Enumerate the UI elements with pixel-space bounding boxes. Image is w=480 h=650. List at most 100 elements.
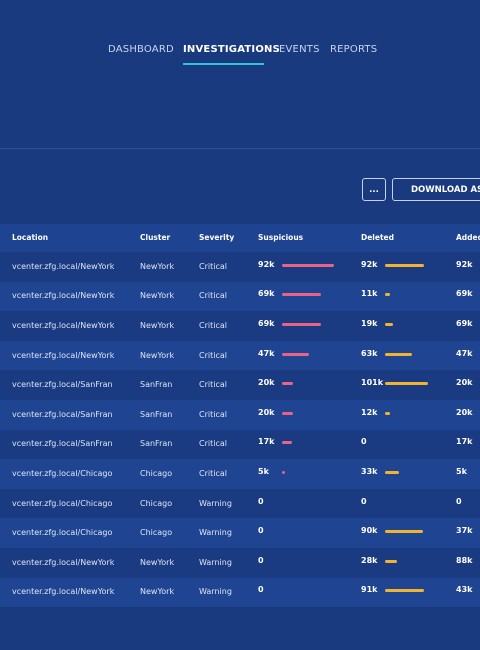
cell-number: 5k — [456, 467, 467, 476]
cell-text: vcenter.zfg.local/NewYork — [12, 321, 115, 330]
table-row — [0, 518, 480, 548]
cell-text: vcenter.zfg.local/Chicago — [12, 498, 113, 508]
cell-number: 92k — [258, 259, 275, 269]
cell-text: Warning — [199, 557, 232, 567]
cell-text: Chicago — [140, 469, 173, 478]
nav-item[interactable]: INVESTIGATIONS — [183, 44, 280, 55]
column-header: Cluster — [140, 233, 171, 242]
table-row — [0, 548, 480, 578]
download-button[interactable]: DOWNLOAD AS CSV — [392, 178, 480, 201]
cell-text: vcenter.zfg.local/NewYork — [12, 291, 115, 301]
cell-text: vcenter.zfg.local/SanFran — [12, 409, 113, 419]
mini-bar — [282, 411, 294, 415]
mini-bar — [385, 411, 391, 415]
cell-text: Critical — [199, 409, 227, 419]
cell-number: 69k — [456, 319, 473, 328]
cell-text: Critical — [199, 439, 227, 449]
column-header: Added — [456, 233, 480, 242]
mini-bar — [282, 441, 292, 445]
cell-text: NewYork — [140, 557, 175, 567]
cell-text: SanFran — [140, 409, 173, 419]
nav-item[interactable]: EVENTS — [279, 44, 320, 55]
table-row — [0, 311, 480, 341]
cell-text: SanFran — [140, 380, 173, 390]
cell-number: 20k — [258, 407, 275, 417]
cell-number: 92k — [456, 259, 473, 269]
column-header: Location — [12, 233, 49, 242]
table-row — [0, 488, 480, 519]
cell-number: 43k — [456, 585, 473, 595]
cell-text: Chicago — [140, 498, 173, 508]
cell-number: 0 — [258, 496, 264, 506]
active-indicator — [183, 63, 264, 65]
cell-text: Critical — [199, 469, 227, 478]
cell-number: 91k — [361, 585, 378, 595]
table-row — [0, 281, 480, 312]
cell-number: 47k — [258, 348, 275, 358]
cell-number: 12k — [361, 407, 378, 417]
cell-number: 69k — [258, 319, 275, 328]
mini-bar — [282, 263, 334, 267]
cell-text: vcenter.zfg.local/Chicago — [12, 528, 113, 538]
cell-number: 47k — [456, 348, 473, 358]
cell-number: 101k — [361, 378, 384, 388]
cell-number: 20k — [456, 407, 473, 417]
cell-number: 20k — [456, 378, 473, 388]
table-row — [0, 340, 480, 371]
cell-text: Critical — [199, 261, 227, 271]
table-row — [0, 429, 480, 460]
cell-text: NewYork — [140, 291, 175, 301]
divider — [0, 148, 480, 149]
cell-number: 11k — [361, 289, 378, 299]
mini-bar — [385, 323, 394, 326]
mini-bar — [385, 293, 390, 297]
cell-text: Warning — [199, 498, 232, 508]
table-header — [0, 224, 480, 252]
cell-number: 0 — [361, 437, 367, 447]
cell-number: 17k — [456, 437, 473, 447]
mini-bar — [282, 323, 321, 326]
cell-text: vcenter.zfg.local/SanFran — [12, 380, 113, 390]
cell-number: 90k — [361, 526, 378, 536]
cell-text: Warning — [199, 587, 232, 597]
cell-number: 69k — [456, 289, 473, 299]
cell-number: 28k — [361, 555, 378, 565]
mini-bar — [282, 382, 294, 386]
cell-number: 20k — [258, 378, 275, 388]
cell-number: 17k — [258, 437, 275, 447]
column-header: Deleted — [361, 233, 395, 242]
cell-text: vcenter.zfg.local/SanFran — [12, 439, 113, 449]
cell-number: 0 — [258, 585, 264, 595]
table-row — [0, 370, 480, 400]
cell-number: 5k — [258, 467, 269, 476]
mini-bar — [282, 471, 285, 474]
column-header: Severity — [199, 233, 235, 242]
cell-number: 0 — [361, 496, 367, 506]
cell-text: vcenter.zfg.local/NewYork — [12, 557, 115, 567]
cell-number: 92k — [361, 259, 378, 269]
cell-number: 88k — [456, 555, 473, 565]
cell-text: NewYork — [140, 350, 175, 360]
cell-text: Critical — [199, 350, 227, 360]
table-row — [0, 252, 480, 282]
table-row — [0, 400, 480, 430]
cell-text: Chicago — [140, 528, 173, 538]
cell-text: vcenter.zfg.local/NewYork — [12, 350, 115, 360]
nav-item[interactable]: REPORTS — [330, 44, 378, 55]
cell-text: Critical — [199, 380, 227, 390]
column-header: Suspicious — [258, 233, 304, 242]
mini-bar — [385, 530, 424, 534]
cell-text: SanFran — [140, 439, 173, 449]
cell-text: vcenter.zfg.local/Chicago — [12, 469, 113, 478]
cell-text: Critical — [199, 321, 227, 330]
nav-item[interactable]: DASHBOARD — [108, 44, 174, 55]
mini-bar — [385, 382, 428, 386]
more-button[interactable]: ... — [362, 178, 386, 201]
cell-number: 0 — [456, 496, 462, 506]
cell-number: 69k — [258, 289, 275, 299]
mini-bar — [385, 589, 424, 593]
cell-text: vcenter.zfg.local/NewYork — [12, 587, 115, 597]
cell-text: Critical — [199, 291, 227, 301]
mini-bar — [385, 559, 397, 563]
